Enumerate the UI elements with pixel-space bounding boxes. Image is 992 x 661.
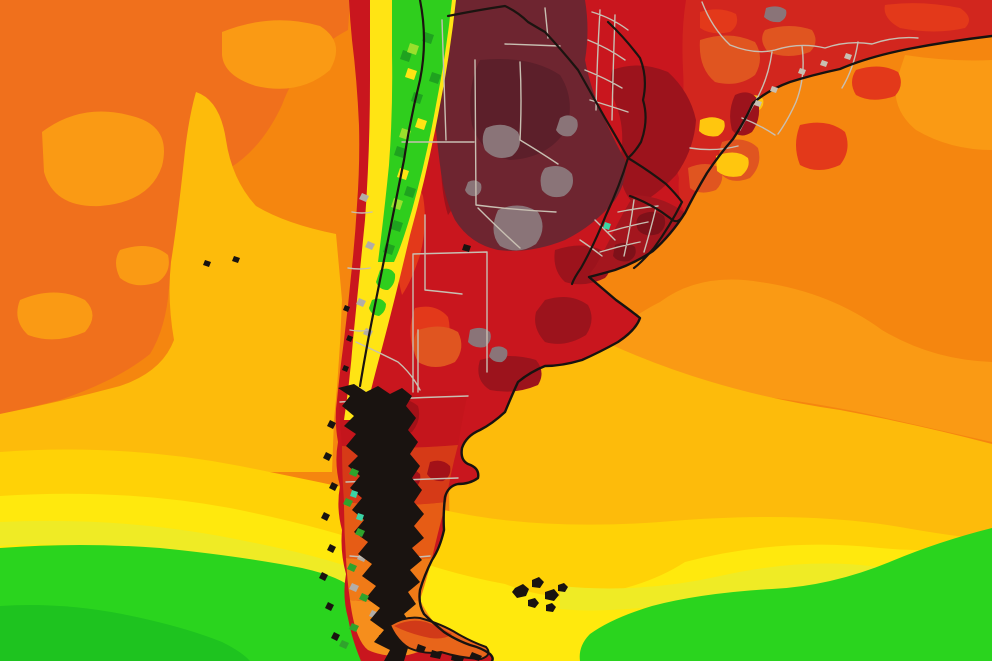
ocean-gold-band-pacific bbox=[0, 92, 342, 472]
dark-red-zones bbox=[440, 60, 760, 392]
brazil-orange-patches bbox=[688, 26, 816, 193]
glacier-gray-dots bbox=[349, 193, 387, 619]
pampa-orange-patch bbox=[413, 326, 462, 367]
ocean-light-orange-blobs-atlantic bbox=[608, 55, 992, 476]
ocean-light-orange-blobs-pacific bbox=[17, 20, 337, 340]
ocean-green-band bbox=[0, 528, 992, 661]
tierra-del-fuego-north-red bbox=[394, 620, 452, 639]
tdf-south-islets bbox=[416, 644, 482, 661]
chile-fjords-terrain bbox=[203, 244, 471, 661]
falkland-islands bbox=[512, 577, 568, 612]
ocean-gold-band-atlantic bbox=[448, 330, 992, 552]
atlantic-coastline bbox=[418, 34, 992, 661]
ocean-lemon-accents bbox=[0, 520, 992, 611]
andes-yellow-dots bbox=[397, 68, 427, 180]
ocean-deep-green-corner bbox=[0, 605, 250, 661]
